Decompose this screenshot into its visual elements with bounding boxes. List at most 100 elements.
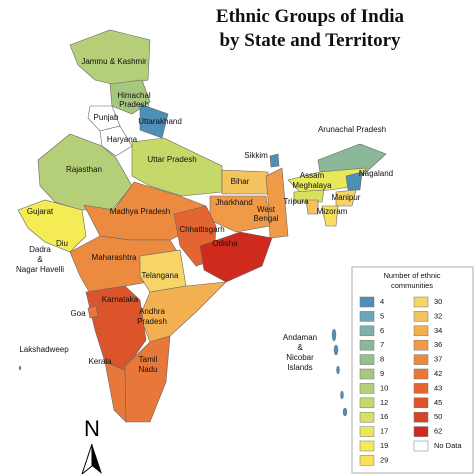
legend-label: 45 xyxy=(434,398,442,407)
state xyxy=(317,143,387,177)
title: by State and Territory xyxy=(219,30,401,51)
legend-label: 32 xyxy=(434,311,442,320)
title: Ethnic Groups of India xyxy=(216,6,405,27)
state-label: Bihar xyxy=(231,177,250,186)
state-label: Nicobar xyxy=(286,353,314,362)
north-arrow: N xyxy=(81,416,102,474)
state xyxy=(124,335,171,423)
legend-swatch xyxy=(413,354,429,365)
legend-swatch xyxy=(359,339,375,351)
legend-label: 19 xyxy=(380,441,388,450)
state-label: Jharkhand xyxy=(215,198,252,207)
state-label: Nagaland xyxy=(359,169,393,178)
state-label: Nagar Havelli xyxy=(16,265,64,274)
state-label: Mizoram xyxy=(317,207,348,216)
legend-label: 5 xyxy=(380,311,384,320)
state xyxy=(321,205,339,227)
legend-label: 36 xyxy=(434,340,442,349)
legend-label: No Data xyxy=(434,441,462,450)
state-label: Tamil xyxy=(139,355,158,364)
legend-swatch xyxy=(413,339,429,351)
state-label: Lakshadweep xyxy=(19,345,69,354)
state xyxy=(269,153,280,168)
legend-label: 9 xyxy=(380,369,384,378)
state-label: Islands xyxy=(287,363,312,372)
state-label: & xyxy=(297,343,303,352)
state-label: Diu xyxy=(56,239,68,248)
legend-title: Number of ethnic xyxy=(383,271,440,280)
state xyxy=(104,361,127,423)
state-label: Telangana xyxy=(142,271,179,280)
state xyxy=(265,167,289,239)
legend-swatch xyxy=(359,311,375,322)
state-label: Haryana xyxy=(107,135,138,144)
state xyxy=(345,171,363,191)
legend-label: 17 xyxy=(380,427,388,436)
state-label: Karnataka xyxy=(102,295,139,304)
state xyxy=(305,199,319,215)
state-label: Manipur xyxy=(332,193,361,202)
legend-swatch xyxy=(413,411,429,423)
legend-swatch xyxy=(359,455,375,466)
state-label: Kerala xyxy=(88,357,112,366)
legend-swatch xyxy=(359,440,375,452)
legend-label: 6 xyxy=(380,326,384,335)
islands xyxy=(18,328,348,417)
legend-swatch xyxy=(359,296,375,308)
state-label: & xyxy=(37,255,43,264)
state-label: Assam xyxy=(300,171,325,180)
legend-swatch xyxy=(359,383,375,394)
legend-label: 16 xyxy=(380,412,388,421)
state-label: Odisha xyxy=(212,239,238,248)
legend-swatch xyxy=(413,440,429,452)
state xyxy=(87,305,99,319)
state-label: Andhra xyxy=(139,307,165,316)
state-label: Pradesh xyxy=(119,100,149,109)
legend-swatch xyxy=(413,368,429,380)
state xyxy=(293,189,325,203)
legend-swatch xyxy=(413,296,429,308)
state-label: Sikkim xyxy=(244,151,268,160)
state-label: Punjab xyxy=(94,113,119,122)
state xyxy=(99,125,133,157)
legend-swatch xyxy=(359,325,375,337)
legend-swatch xyxy=(359,411,375,423)
state-label: Bengal xyxy=(254,214,279,223)
state-label: Chhattisgarh xyxy=(179,225,224,234)
state-label: West xyxy=(257,205,276,214)
state-label: Rajasthan xyxy=(66,165,102,174)
state-label: Maharashtra xyxy=(92,253,137,262)
state-label: Uttarakhand xyxy=(138,117,182,126)
legend-swatch xyxy=(413,325,429,337)
legend-label: 10 xyxy=(380,383,388,392)
state-label: Tripura xyxy=(283,197,309,206)
state-label: Nadu xyxy=(138,365,157,374)
legend-label: 34 xyxy=(434,326,442,335)
legend-label: 42 xyxy=(434,369,442,378)
states xyxy=(17,29,387,423)
legend-swatch xyxy=(413,426,429,437)
legend-label: 50 xyxy=(434,412,442,421)
legend-label: 37 xyxy=(434,355,442,364)
legend-swatch xyxy=(413,383,429,394)
state-label: Jammu & Kashmir xyxy=(81,57,147,66)
legend-swatch xyxy=(359,368,375,380)
state-label: Arunachal Pradesh xyxy=(318,125,386,134)
state xyxy=(199,231,273,283)
state-label: Meghalaya xyxy=(292,181,332,190)
legend-swatch xyxy=(359,426,375,437)
state-label: Dadra xyxy=(29,245,51,254)
state-labels: Jammu & Kashmir Himachal Pradesh Punjab … xyxy=(16,57,393,374)
state-label: Goa xyxy=(70,309,86,318)
state-label: Madhya Pradesh xyxy=(110,207,170,216)
state xyxy=(85,285,147,371)
legend-label: 8 xyxy=(380,355,384,364)
state-label: Gujarat xyxy=(27,207,54,216)
legend-label: 7 xyxy=(380,340,384,349)
state xyxy=(131,137,223,197)
state-label: Pradesh xyxy=(137,317,167,326)
legend-label: 4 xyxy=(380,297,384,306)
north-label: N xyxy=(84,416,100,441)
state xyxy=(37,133,133,211)
